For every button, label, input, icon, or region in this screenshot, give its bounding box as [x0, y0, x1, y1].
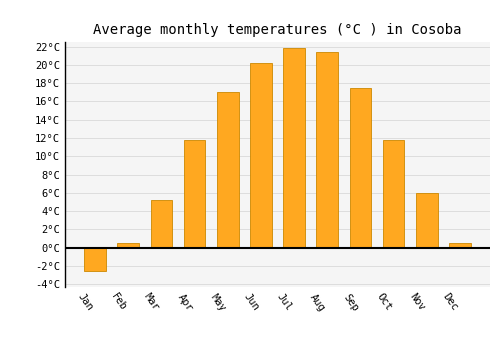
Bar — [316, 52, 338, 248]
Bar — [350, 88, 371, 248]
Bar — [84, 248, 106, 271]
Bar — [118, 243, 139, 248]
Bar — [184, 140, 206, 248]
Bar — [150, 200, 172, 248]
Bar — [416, 193, 438, 248]
Bar — [449, 243, 470, 248]
Bar — [217, 92, 238, 248]
Bar — [383, 140, 404, 248]
Title: Average monthly temperatures (°C ) in Cosoba: Average monthly temperatures (°C ) in Co… — [93, 23, 462, 37]
Bar — [284, 48, 305, 248]
Bar — [250, 63, 272, 248]
